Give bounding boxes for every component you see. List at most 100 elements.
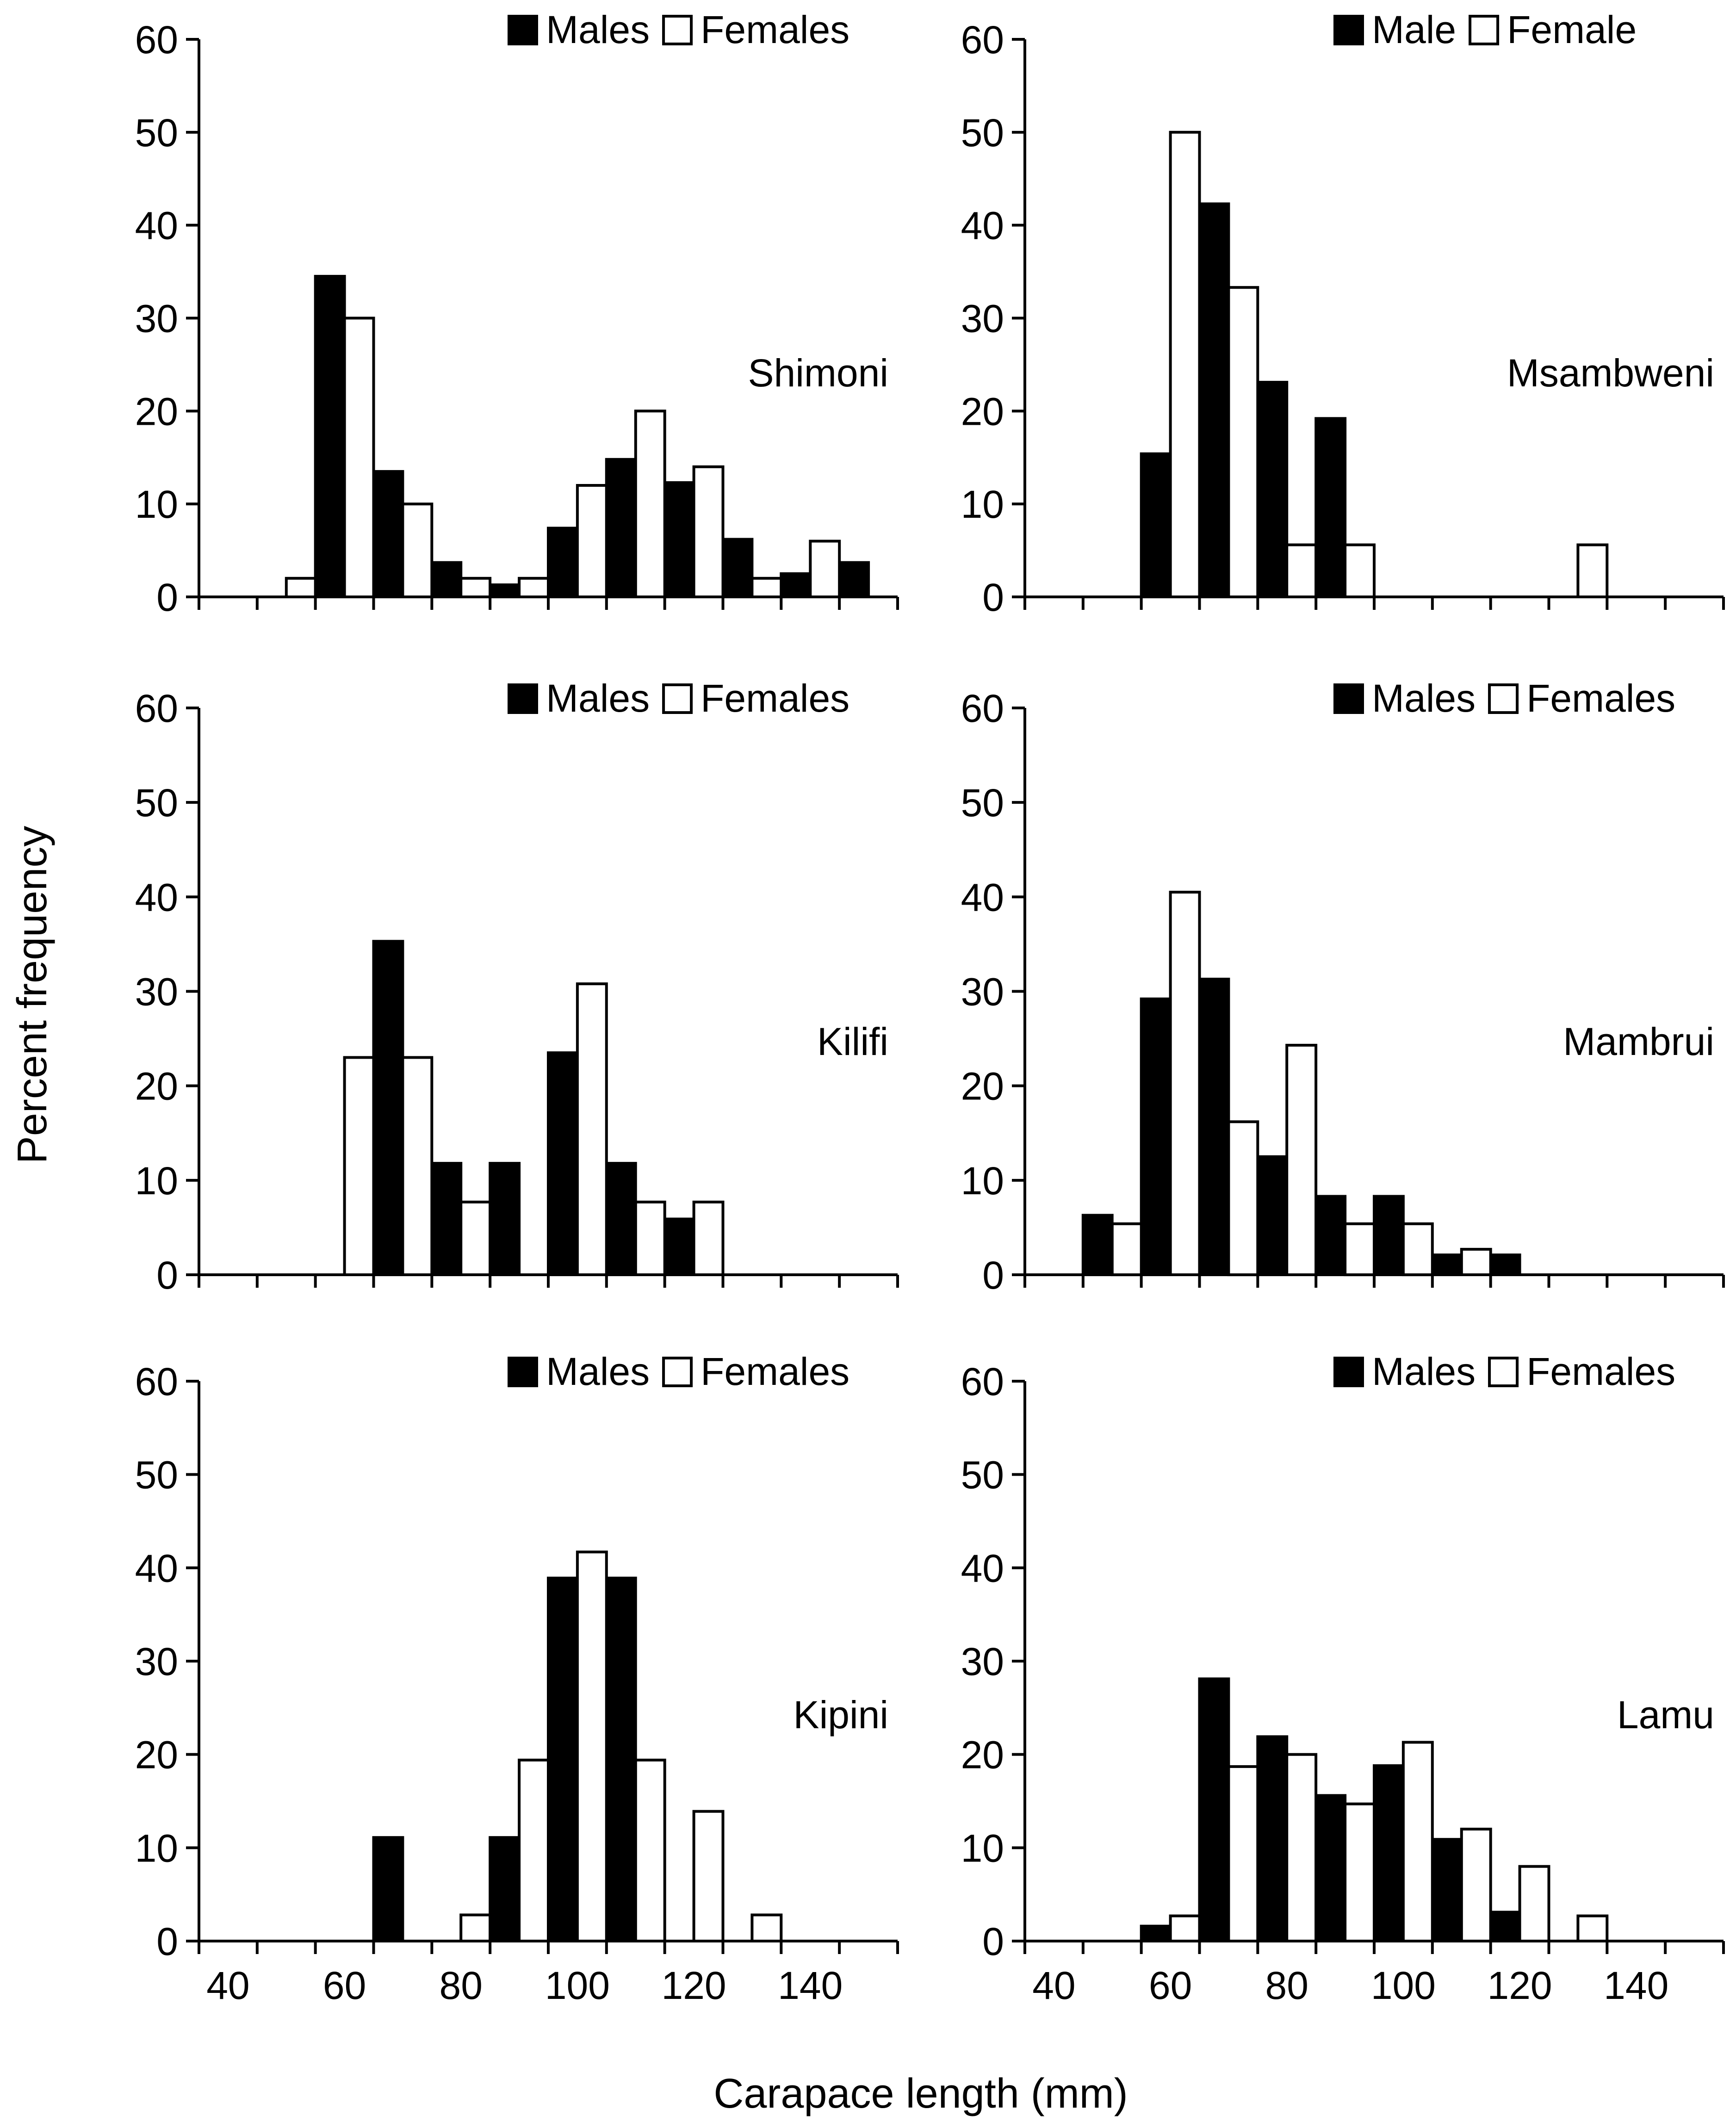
legend-label-males: Males	[546, 1350, 650, 1393]
chart-panel-lamu: 0 10 20 30 40 50 60 40 60 80 100 120 140 Lamu Males Fem…	[961, 1350, 1725, 2007]
legend: Males Females	[1333, 676, 1675, 720]
y-tick-label-30: 30	[135, 297, 178, 341]
legend-label-female: Female	[1507, 8, 1637, 51]
chart-panel-shimoni: 0 10 20 30 40 50 60 Shimoni Males Females	[135, 8, 899, 619]
legend: Males Females	[508, 1350, 849, 1393]
bar-males-77.5	[1256, 1155, 1289, 1277]
x-tick-label-120: 120	[662, 1964, 726, 2007]
bar-females-102.5	[1401, 1741, 1434, 1942]
bar-female-132.5	[1576, 543, 1609, 598]
bar-males-57.5	[1140, 1924, 1172, 1943]
y-tick-label-50: 50	[135, 111, 178, 155]
legend-label-males: Males	[546, 676, 650, 720]
y-tick-label-0: 0	[156, 1253, 178, 1297]
bar-females-132.5	[750, 577, 783, 599]
y-tick-label-10: 10	[961, 1159, 1004, 1203]
legend-swatch-females	[1488, 683, 1519, 714]
bar-males-57.5	[314, 275, 346, 598]
y-tick-label-30: 30	[961, 297, 1004, 341]
legend-swatch-males	[508, 1357, 538, 1387]
y-tick-label-40: 40	[961, 1546, 1004, 1590]
bar-males-107.5	[1431, 1838, 1463, 1942]
bar-female-72.5	[1227, 286, 1259, 598]
x-tick-label-60: 60	[323, 1964, 366, 2007]
legend-label-females: Females	[701, 8, 849, 51]
y-tick-label-0: 0	[156, 1920, 178, 1963]
y-tick-label-30: 30	[135, 970, 178, 1014]
y-tick-label-60: 60	[961, 18, 1004, 62]
bar-female-92.5	[1344, 543, 1376, 598]
x-axis-title: Carapace length (mm)	[713, 2071, 1128, 2117]
bar-male-67.5	[1198, 202, 1230, 598]
y-tick-label-20: 20	[961, 390, 1004, 433]
y-tick-label-50: 50	[961, 1453, 1004, 1497]
bar-males-97.5	[547, 1576, 579, 1942]
bar-males-77.5	[430, 561, 463, 598]
x-tick-label-100: 100	[545, 1964, 610, 2007]
chart-panel-msambweni: 0 10 20 30 40 50 60 Msambweni Male Female	[961, 8, 1725, 619]
y-tick-label-30: 30	[135, 1640, 178, 1683]
site-label: Kilifi	[817, 1020, 888, 1063]
bar-females-72.5	[1227, 1120, 1259, 1277]
y-tick-label-20: 20	[961, 1733, 1004, 1777]
bar-males-57.5	[1140, 997, 1172, 1277]
bar-males-77.5	[430, 1162, 463, 1277]
y-tick-label-50: 50	[135, 781, 178, 825]
bar-males-117.5	[1489, 1911, 1521, 1942]
legend-swatch-female	[1469, 15, 1500, 45]
panels: 0 10 20 30 40 50 60 Shimoni Males Females 0 10 20 30 4…	[135, 8, 1725, 2007]
bar-males-67.5	[1198, 1677, 1230, 1943]
bar-females-112.5	[1460, 1828, 1492, 1942]
y-tick-label-60: 60	[135, 687, 178, 730]
bar-males-107.5	[605, 458, 637, 598]
bar-males-87.5	[1314, 1195, 1347, 1276]
bar-females-82.5	[459, 1200, 492, 1277]
legend-swatch-males	[508, 15, 538, 45]
bar-females-82.5	[1285, 1753, 1318, 1942]
legend-label-males: Males	[1372, 676, 1476, 720]
x-tick-label-80: 80	[1265, 1964, 1308, 2007]
bar-females-62.5	[1169, 891, 1201, 1276]
site-label: Msambweni	[1507, 351, 1714, 395]
legend-label-females: Females	[701, 676, 849, 720]
legend: Males Females	[508, 676, 849, 720]
y-tick-label-50: 50	[961, 781, 1004, 825]
legend-swatch-females	[662, 1357, 693, 1387]
legend-label-females: Females	[701, 1350, 849, 1393]
legend-swatch-male	[1333, 15, 1364, 45]
y-tick-label-10: 10	[135, 1826, 178, 1870]
bar-males-67.5	[372, 470, 404, 599]
bar-males-137.5	[780, 572, 812, 599]
bar-females-92.5	[1344, 1802, 1376, 1943]
y-tick-label-60: 60	[961, 1360, 1004, 1403]
bar-females-122.5	[1518, 1865, 1550, 1942]
bar-males-127.5	[721, 538, 754, 598]
chart-panel-mambrui: 0 10 20 30 40 50 60 Mambrui Males Females	[961, 676, 1725, 1297]
bar-male-87.5	[1314, 417, 1347, 599]
bar-males-117.5	[663, 481, 695, 598]
legend-swatch-females	[662, 683, 693, 714]
bar-females-102.5	[1401, 1222, 1434, 1277]
y-tick-label-0: 0	[982, 576, 1004, 619]
bar-male-57.5	[1140, 452, 1172, 598]
y-tick-label-10: 10	[961, 483, 1004, 526]
site-label: Kipini	[794, 1693, 888, 1737]
bar-females-102.5	[576, 484, 608, 598]
bar-females-92.5	[518, 577, 550, 599]
y-tick-label-60: 60	[135, 18, 178, 62]
y-tick-label-40: 40	[135, 1546, 178, 1590]
bar-males-47.5	[1081, 1214, 1114, 1276]
bar-females-82.5	[459, 577, 492, 599]
y-tick-label-10: 10	[135, 1159, 178, 1203]
bar-males-147.5	[838, 561, 870, 598]
bar-females-122.5	[692, 1810, 725, 1942]
bar-females-112.5	[634, 409, 666, 598]
bar-females-52.5	[285, 577, 317, 599]
legend-label-females: Females	[1526, 676, 1675, 720]
x-tick-label-140: 140	[1604, 1964, 1668, 2007]
bar-females-62.5	[343, 1056, 375, 1276]
x-tick-label-40: 40	[206, 1964, 249, 2007]
legend-label-males: Males	[546, 8, 650, 51]
y-tick-label-0: 0	[982, 1253, 1004, 1297]
